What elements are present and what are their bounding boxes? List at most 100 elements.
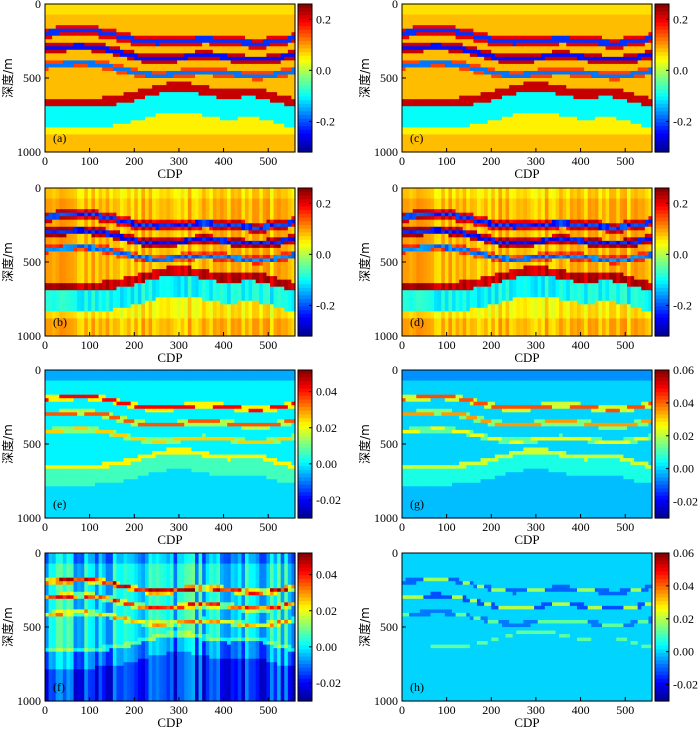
colorbar-step	[298, 137, 312, 141]
heatmap-cell	[45, 39, 49, 43]
heatmap-cell	[113, 85, 117, 89]
heatmap-cell	[127, 4, 131, 8]
heatmap-cell	[202, 92, 206, 96]
heatmap-cell	[506, 110, 510, 114]
heatmap-cell	[523, 82, 527, 86]
heatmap-cell	[556, 78, 560, 82]
heatmap-cell	[177, 138, 181, 142]
heatmap-cell	[477, 92, 481, 96]
heatmap-cell	[145, 89, 149, 93]
heatmap-cell	[174, 53, 178, 57]
heatmap-cell	[259, 96, 263, 100]
heatmap-cell	[438, 103, 442, 107]
heatmap-cell	[409, 124, 413, 128]
heatmap-cell	[513, 99, 517, 103]
heatmap-cell	[127, 60, 131, 64]
heatmap-cell	[484, 117, 488, 121]
heatmap-cell	[49, 106, 53, 110]
heatmap-cell	[545, 60, 549, 64]
heatmap-cell	[124, 113, 128, 117]
heatmap-cell	[541, 8, 545, 12]
heatmap-cell	[113, 89, 117, 93]
heatmap-cell	[202, 18, 206, 22]
heatmap-cell	[134, 22, 138, 26]
heatmap-cell	[124, 85, 128, 89]
heatmap-cell	[277, 74, 281, 78]
heatmap-cell	[506, 60, 510, 64]
heatmap-cell	[149, 96, 153, 100]
heatmap-cell	[284, 60, 288, 64]
colorbar-step	[298, 11, 312, 15]
heatmap-cell	[181, 78, 185, 82]
heatmap-cell	[274, 43, 278, 47]
heatmap-cell	[516, 39, 520, 43]
heatmap-cell	[527, 85, 531, 89]
heatmap-cell	[413, 43, 417, 47]
heatmap-cell	[166, 53, 170, 57]
heatmap-cell	[274, 29, 278, 33]
heatmap-cell	[484, 64, 488, 68]
heatmap-cell	[431, 43, 435, 47]
heatmap-cell	[420, 4, 424, 8]
heatmap-cell	[456, 141, 460, 145]
heatmap-cell	[109, 15, 113, 19]
heatmap-cell	[506, 103, 510, 107]
heatmap-cell	[506, 53, 510, 57]
heatmap-cell	[270, 110, 274, 114]
heatmap-cell	[270, 53, 274, 57]
heatmap-cell	[427, 71, 431, 75]
heatmap-cell	[402, 67, 406, 71]
heatmap-cell	[74, 57, 78, 61]
heatmap-cell	[409, 8, 413, 12]
heatmap-cell	[259, 134, 263, 138]
heatmap-cell	[445, 39, 449, 43]
heatmap-cell	[66, 4, 70, 8]
heatmap-cell	[266, 120, 270, 124]
heatmap-cell	[523, 15, 527, 19]
heatmap-cell	[52, 43, 56, 47]
heatmap-cell	[141, 46, 145, 50]
heatmap-cell	[199, 141, 203, 145]
heatmap-cell	[513, 32, 517, 36]
heatmap-cell	[502, 36, 506, 40]
heatmap-cell	[177, 74, 181, 78]
heatmap-cell	[523, 78, 527, 82]
heatmap-cell	[166, 43, 170, 47]
heatmap-cell	[120, 113, 124, 117]
heatmap-cell	[438, 43, 442, 47]
heatmap-cell	[263, 39, 267, 43]
heatmap-cell	[556, 82, 560, 86]
heatmap-cell	[220, 53, 224, 57]
heatmap-cell	[224, 89, 228, 93]
heatmap-cell	[534, 113, 538, 117]
heatmap-cell	[159, 4, 163, 8]
heatmap-cell	[452, 39, 456, 43]
heatmap-cell	[138, 46, 142, 50]
heatmap-cell	[159, 25, 163, 29]
heatmap-cell	[174, 25, 178, 29]
heatmap-cell	[106, 25, 110, 29]
heatmap-cell	[249, 36, 253, 40]
heatmap-cell	[463, 57, 467, 61]
heatmap-cell	[473, 43, 477, 47]
heatmap-cell	[116, 110, 120, 114]
heatmap-cell	[452, 103, 456, 107]
heatmap-cell	[95, 39, 99, 43]
heatmap-cell	[84, 67, 88, 71]
heatmap-cell	[74, 74, 78, 78]
heatmap-cell	[234, 89, 238, 93]
heatmap-cell	[234, 29, 238, 33]
heatmap-cell	[199, 32, 203, 36]
heatmap-cell	[274, 134, 278, 138]
heatmap-cell	[177, 60, 181, 64]
heatmap-cell	[445, 78, 449, 82]
heatmap-cell	[506, 67, 510, 71]
heatmap-cell	[556, 32, 560, 36]
heatmap-cell	[70, 67, 74, 71]
heatmap-cell	[59, 29, 63, 33]
heatmap-cell	[245, 78, 249, 82]
heatmap-cell	[556, 113, 560, 117]
heatmap-cell	[506, 89, 510, 93]
heatmap-cell	[563, 67, 567, 71]
heatmap-cell	[427, 60, 431, 64]
